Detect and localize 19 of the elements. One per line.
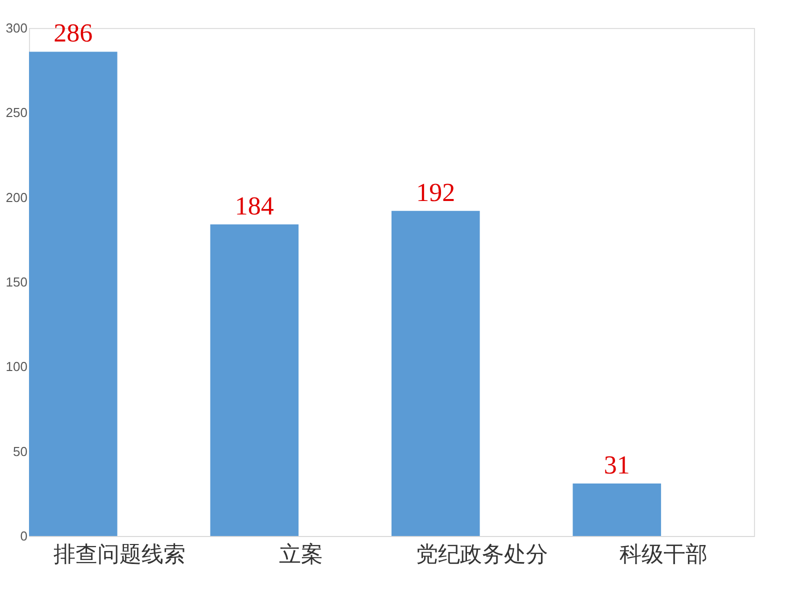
data-label: 31 (604, 450, 630, 480)
data-label: 184 (234, 191, 274, 220)
y-tick-label: 0 (20, 528, 28, 544)
y-tick-label: 100 (6, 359, 28, 374)
bar (210, 224, 299, 536)
y-tick-label: 200 (6, 190, 28, 205)
y-tick-label: 300 (6, 20, 28, 36)
y-tick-label: 50 (13, 444, 28, 459)
data-label: 286 (54, 18, 93, 48)
x-tick-label: 排查问题线索 (54, 542, 186, 568)
y-tick-label: 250 (6, 105, 28, 120)
x-tick-label: 科级干部 (619, 542, 708, 568)
y-tick-label: 150 (6, 274, 28, 290)
bar (392, 210, 480, 536)
bar (29, 52, 118, 536)
x-tick-label: 立案 (278, 542, 323, 568)
x-tick-label: 党纪政务处分 (416, 542, 548, 568)
data-label: 192 (416, 178, 456, 207)
bar (572, 484, 662, 536)
